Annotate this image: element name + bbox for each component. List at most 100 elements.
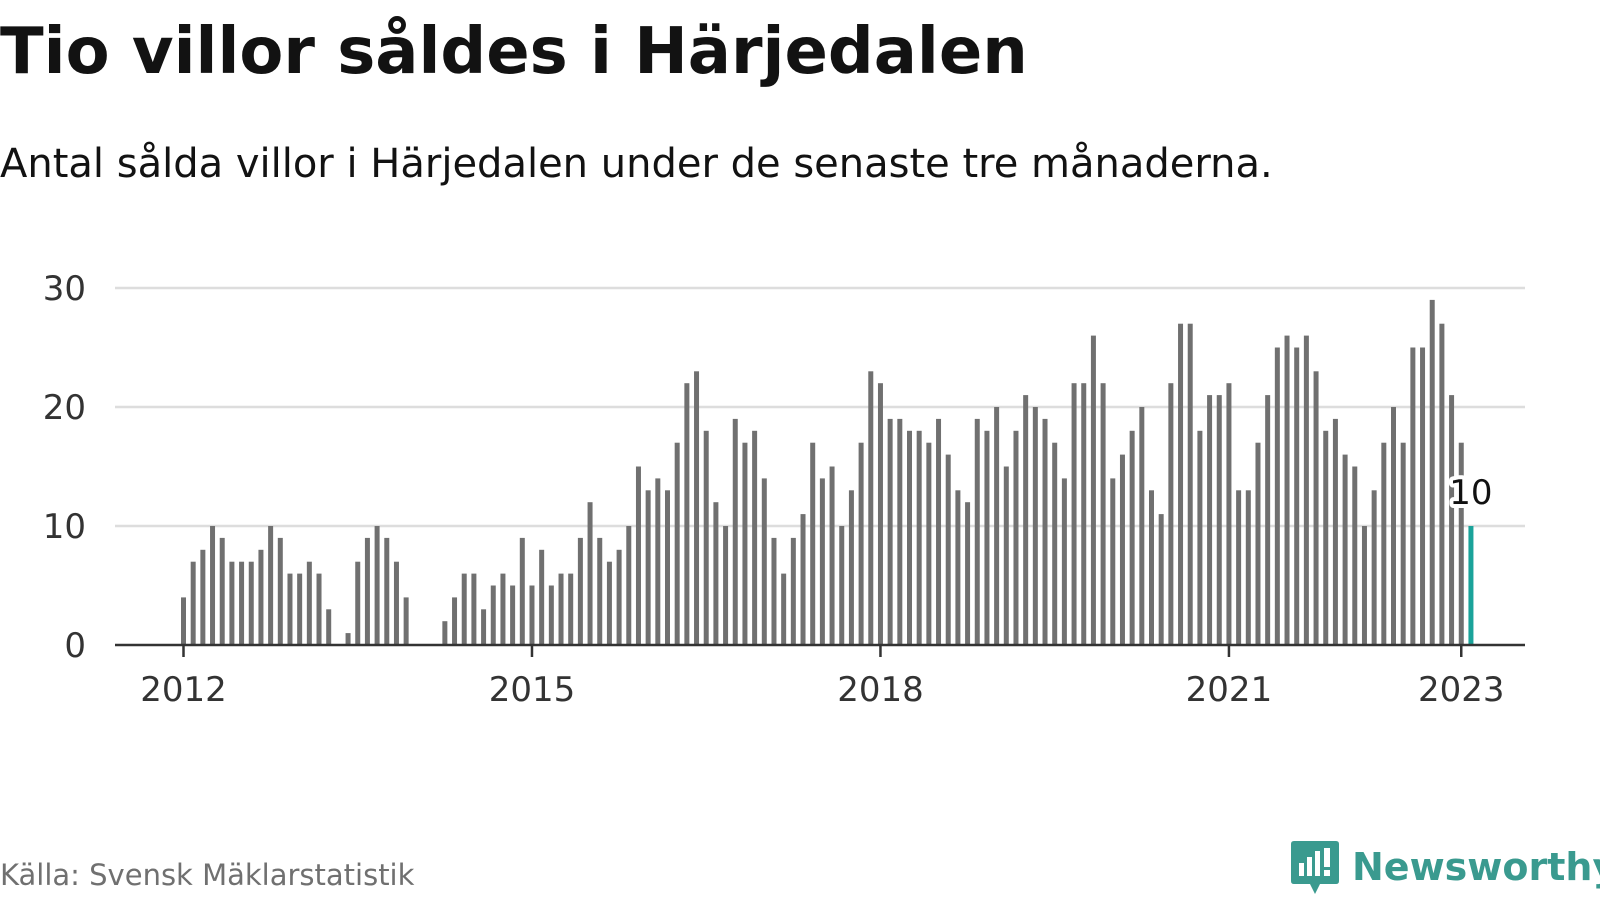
bar — [568, 573, 574, 645]
bar — [1429, 299, 1435, 645]
bar — [1284, 335, 1290, 645]
bar — [1216, 395, 1222, 645]
bar — [248, 561, 254, 645]
bar — [1100, 383, 1106, 645]
bar — [1139, 407, 1145, 645]
bar — [723, 526, 729, 645]
bar — [461, 573, 467, 645]
data-label-halo: 10 — [1449, 473, 1492, 513]
brand-name: Newsworthy — [1352, 845, 1600, 889]
bar — [355, 561, 361, 645]
x-tick-label: 2023 — [1418, 670, 1505, 710]
bar — [1294, 347, 1300, 645]
bar — [926, 442, 932, 645]
bar — [529, 585, 535, 645]
bar — [1323, 430, 1329, 645]
bar — [1458, 442, 1464, 645]
bar — [539, 549, 545, 645]
bar — [819, 478, 825, 645]
bar — [606, 561, 612, 645]
bar — [1081, 383, 1087, 645]
bar — [1274, 347, 1280, 645]
bar — [655, 478, 661, 645]
bar — [210, 526, 216, 645]
bar — [277, 537, 283, 645]
bar — [1003, 466, 1009, 645]
bar-highlight — [1468, 526, 1474, 645]
bar — [297, 573, 303, 645]
bar — [694, 371, 700, 645]
bar — [268, 526, 274, 645]
bar — [703, 430, 709, 645]
bar — [374, 526, 380, 645]
source-note: Källa: Svensk Mäklarstatistik — [0, 858, 415, 892]
bar — [858, 442, 864, 645]
bar — [665, 490, 670, 645]
bar — [229, 561, 235, 645]
bar — [1255, 442, 1261, 645]
bar — [1197, 430, 1203, 645]
brand-logo: Newsworthy — [1290, 837, 1600, 897]
bar — [471, 573, 477, 645]
bar — [1032, 407, 1038, 645]
x-tick-label: 2021 — [1186, 670, 1273, 710]
bar — [190, 561, 196, 645]
x-tick-label: 2015 — [489, 670, 576, 710]
bar — [761, 478, 767, 645]
bar — [1449, 395, 1455, 645]
bar — [510, 585, 516, 645]
bar — [839, 526, 845, 645]
bar — [1313, 371, 1319, 645]
bar — [1303, 335, 1309, 645]
bar — [597, 537, 603, 645]
bar — [1119, 454, 1125, 645]
bar — [616, 549, 622, 645]
bar — [1226, 383, 1232, 645]
bar — [1420, 347, 1426, 645]
bar — [200, 549, 206, 645]
bar — [945, 454, 951, 645]
bar — [452, 597, 458, 645]
bar — [732, 418, 738, 645]
bar — [326, 609, 332, 645]
bar — [800, 514, 806, 645]
bar — [519, 537, 525, 645]
bar — [1245, 490, 1251, 645]
bar — [1023, 395, 1029, 645]
bar — [1158, 514, 1164, 645]
bar — [1342, 454, 1348, 645]
y-tick-label: 20 — [43, 388, 86, 428]
bar — [364, 537, 370, 645]
bar — [1410, 347, 1416, 645]
bar — [713, 502, 719, 645]
bar — [1052, 442, 1058, 645]
bar — [626, 526, 632, 645]
bar — [1187, 323, 1193, 645]
bar — [771, 537, 777, 645]
y-tick-label: 10 — [43, 507, 86, 547]
bar — [1332, 418, 1338, 645]
bar — [752, 430, 758, 645]
bar — [1381, 442, 1387, 645]
bar — [645, 490, 651, 645]
bar — [1400, 442, 1406, 645]
bar — [1071, 383, 1077, 645]
data-label: 10 — [1449, 473, 1492, 513]
bar — [897, 418, 903, 645]
bar — [1168, 383, 1174, 645]
bar — [790, 537, 796, 645]
bar — [1371, 490, 1377, 645]
bar — [287, 573, 293, 645]
bar — [674, 442, 680, 645]
bar — [577, 537, 583, 645]
bar — [239, 561, 245, 645]
bar — [384, 537, 390, 645]
bar — [810, 442, 816, 645]
bar — [481, 609, 487, 645]
bar — [1391, 407, 1396, 645]
bar — [345, 633, 351, 645]
chart-title: Tio villor såldes i Härjedalen — [0, 15, 1028, 89]
bar — [219, 537, 225, 645]
bar — [965, 502, 971, 645]
bar — [1090, 335, 1096, 645]
